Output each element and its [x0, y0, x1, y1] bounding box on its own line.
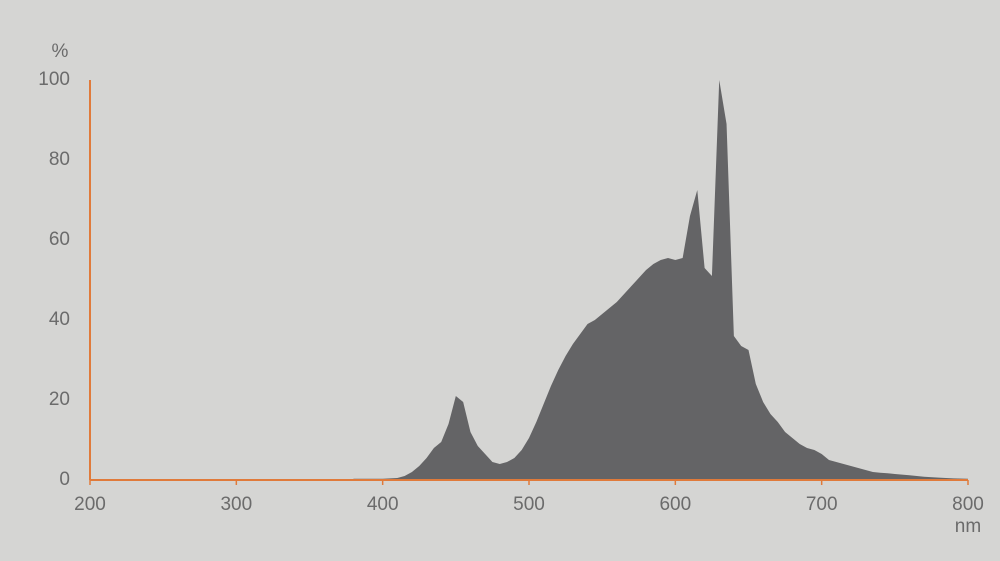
x-tick-label: 500 [513, 494, 545, 515]
x-tick-label: 200 [74, 494, 106, 515]
y-tick-label: 20 [49, 389, 70, 410]
y-tick-label: 60 [49, 229, 70, 250]
y-tick-label: 80 [49, 149, 70, 170]
x-tick-label: 300 [220, 494, 252, 515]
x-tick-label: 700 [806, 494, 838, 515]
y-axis-label: % [52, 41, 69, 62]
x-tick-label: 800 [952, 494, 984, 515]
y-tick-label: 100 [38, 69, 70, 90]
spectrum-area [353, 80, 968, 480]
x-tick-label: 600 [659, 494, 691, 515]
y-tick-label: 40 [49, 309, 70, 330]
x-tick-label: 400 [367, 494, 399, 515]
y-tick-label: 0 [59, 469, 70, 490]
x-axis-label: nm [955, 516, 981, 537]
